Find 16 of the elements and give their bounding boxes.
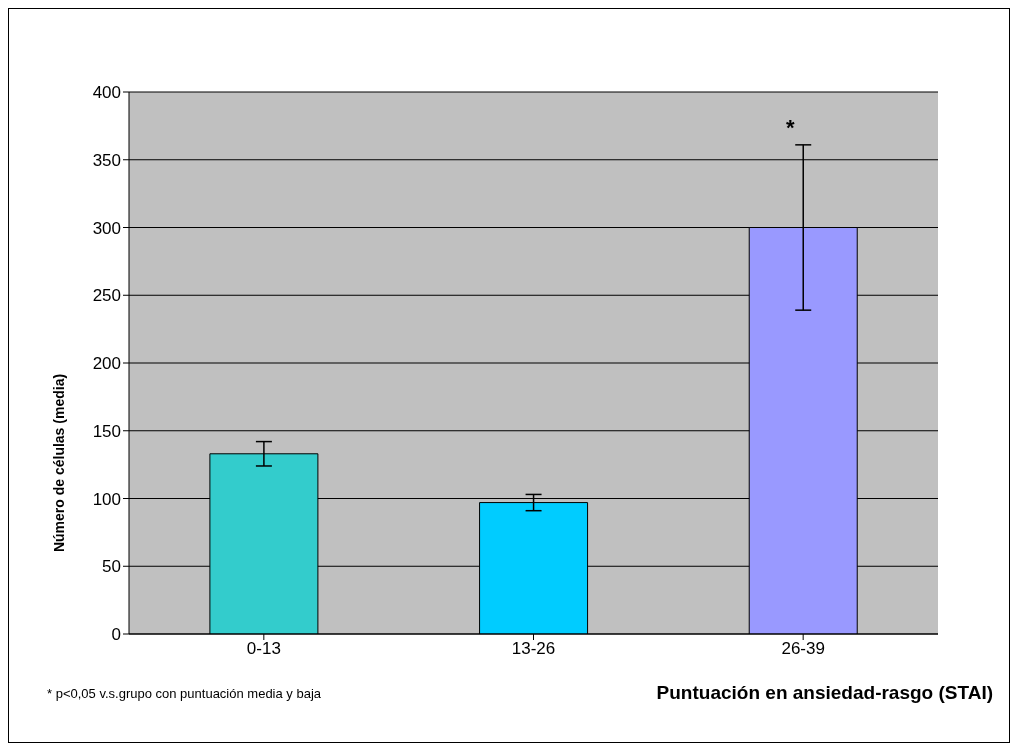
x-axis-title: Puntuación en ansiedad-rasgo (STAI)	[656, 682, 993, 704]
y-tick-label: 300	[92, 218, 121, 238]
y-tick-label: 0	[111, 625, 121, 645]
x-tick-label: 26-39	[781, 639, 825, 659]
text: * p<0,05 v.s.grupo con puntuación media y baja	[47, 686, 322, 701]
y-tick-label: 50	[102, 557, 121, 577]
y-tick-label: 400	[92, 83, 121, 103]
y-tick-label: 250	[92, 286, 121, 306]
annotation: *	[786, 115, 795, 141]
y-tick-label: 150	[92, 421, 121, 441]
y-axis-title: Número de células (media)	[50, 373, 67, 553]
y-tick-label: 350	[92, 150, 121, 170]
y-tick-label: 100	[92, 489, 121, 509]
x-tick-label: 13-26	[511, 639, 556, 659]
y-tick-label: 200	[92, 354, 121, 374]
x-tick-label: 0-13	[246, 639, 281, 659]
